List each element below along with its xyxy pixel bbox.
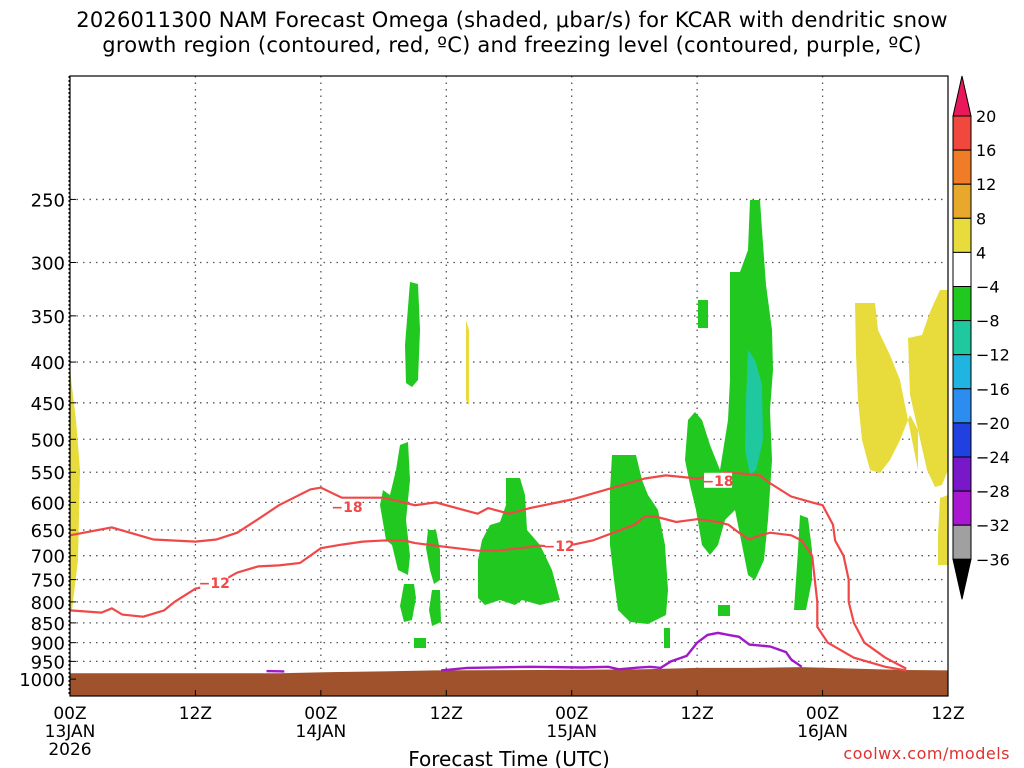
y-tick-label: 250: [31, 190, 65, 211]
contour-label: −12: [199, 576, 230, 592]
x-tick-label: 12Z: [681, 704, 714, 724]
y-tick-label: 1000: [19, 670, 65, 691]
omega-patch-yellow: [466, 320, 469, 405]
colorbar-segment: [952, 388, 972, 424]
freezing-level-contour: [440, 631, 803, 672]
contour-label: −18: [702, 474, 733, 490]
chart-title-line-1: 2026011300 NAM Forecast Omega (shaded, μ…: [76, 8, 948, 32]
omega-patch-green: [400, 584, 416, 622]
source-credit: coolwx.com/models: [843, 744, 1010, 763]
x-tick-date: 15JAN: [546, 722, 597, 742]
contour-label-bg: [332, 499, 361, 515]
colorbar-segment: [952, 456, 972, 492]
omega-patch-yellow: [855, 290, 948, 487]
colorbar-segment: [952, 286, 972, 322]
y-axis: 2503003504004505005506006507007508008509…: [19, 190, 76, 691]
omega-patch-green: [426, 530, 440, 584]
y-tick-label: 750: [31, 571, 65, 592]
colorbar-label: 8: [976, 209, 986, 228]
colorbar-segment: [952, 524, 972, 560]
x-tick-label: 12Z: [179, 704, 212, 724]
x-tick-label: 00Z: [555, 704, 588, 724]
chart-title-line-2: growth region (contoured, red, ºC) and f…: [102, 33, 922, 57]
x-tick-date: 13JAN: [45, 722, 96, 742]
x-tick-label: 00Z: [806, 704, 839, 724]
colorbar-segment: [952, 422, 972, 458]
y-tick-label: 800: [31, 593, 65, 614]
x-tick-date: 16JAN: [797, 722, 848, 742]
contour-labels: −18 −18 −12 −12: [199, 472, 734, 592]
colorbar-label: −24: [976, 448, 1010, 467]
colorbar-segment: [952, 490, 972, 526]
omega-patch-green: [405, 282, 420, 387]
colorbar-label: −8: [976, 312, 1000, 331]
colorbar-label: 16: [976, 141, 996, 160]
omega-patch-green: [414, 638, 426, 648]
omega-patch-green: [698, 300, 708, 328]
colorbar: 20 16 12 8 4 −4 −8 −12 −16 −20 −24 −28 −32 −36: [952, 75, 1010, 600]
colorbar-label: −36: [976, 550, 1010, 569]
contour-label: −18: [331, 500, 362, 516]
y-tick-label: 550: [31, 463, 65, 484]
omega-patch-green: [610, 455, 668, 624]
colorbar-arrow-top: [952, 75, 972, 117]
colorbar-segment: [952, 217, 972, 253]
colorbar-label: −12: [976, 346, 1010, 365]
x-tick-label: 00Z: [304, 704, 337, 724]
colorbar-label: 12: [976, 175, 996, 194]
omega-patch-green: [794, 515, 812, 610]
colorbar-segment: [952, 149, 972, 185]
x-tick-label: 12Z: [430, 704, 463, 724]
contour-label-bg: [704, 472, 733, 488]
y-tick-label: 650: [31, 521, 65, 542]
x-tick-date: 14JAN: [296, 722, 347, 742]
y-tick-label: 600: [31, 493, 65, 514]
omega-patch-green: [429, 590, 441, 626]
omega-shading: [70, 200, 948, 648]
y-tick-label: 450: [31, 394, 65, 415]
colorbar-segment: [952, 115, 972, 151]
omega-patch-yellow: [70, 370, 80, 612]
omega-patch-green: [664, 628, 670, 648]
contour-label-bg: [545, 538, 574, 554]
contour-label: −12: [544, 539, 575, 555]
colorbar-arrow-bottom: [952, 558, 972, 600]
ground-surface: [70, 667, 948, 696]
y-tick-label: 850: [31, 614, 65, 635]
omega-patch-yellow: [938, 495, 948, 565]
colorbar-label: −4: [976, 278, 1000, 297]
dsg-contour-minus-18: [69, 471, 907, 670]
y-tick-label: 900: [31, 634, 65, 655]
colorbar-segment: [952, 183, 972, 219]
y-tick-label: 500: [31, 430, 65, 451]
plot-border: [69, 75, 949, 697]
x-tick-year: 2026: [48, 740, 91, 760]
colorbar-segment: [952, 354, 972, 390]
colorbar-label: 20: [976, 107, 996, 126]
y-tick-label: 700: [31, 547, 65, 568]
y-tick-label: 300: [31, 254, 65, 275]
contour-label-bg: [200, 575, 229, 591]
x-tick-label: 00Z: [53, 704, 86, 724]
colorbar-label: −32: [976, 516, 1010, 535]
colorbar-segment: [952, 320, 972, 356]
colorbar-label: −28: [976, 482, 1010, 501]
colorbar-label: −20: [976, 414, 1010, 433]
colorbar-label: 4: [976, 243, 986, 262]
x-axis-title: Forecast Time (UTC): [408, 747, 610, 768]
x-tick-label: 12Z: [931, 704, 964, 724]
y-tick-label: 350: [31, 307, 65, 328]
omega-patch-green: [718, 605, 730, 616]
y-tick-label: 400: [31, 353, 65, 374]
y-tick-label: 950: [31, 652, 65, 673]
omega-patch-cyan: [745, 350, 763, 475]
omega-patch-green: [478, 478, 560, 605]
colorbar-label: −16: [976, 380, 1010, 399]
colorbar-segment: [952, 251, 972, 287]
omega-patch-green: [380, 442, 410, 575]
